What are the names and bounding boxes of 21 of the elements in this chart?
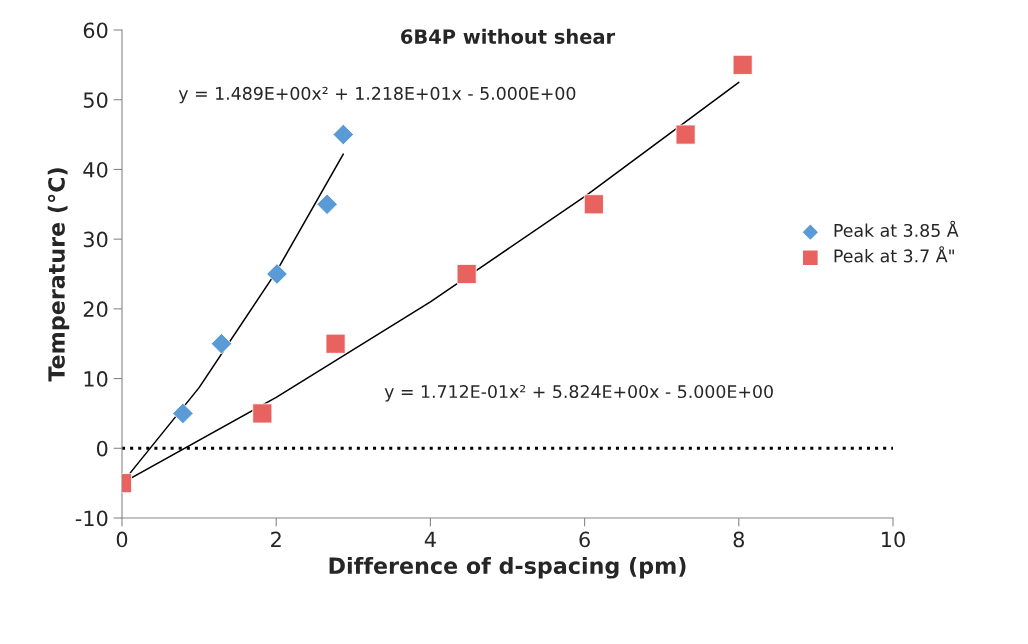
x-tick-label: 8 [733, 531, 744, 548]
x-tick-label: 10 [882, 531, 905, 548]
legend-label: Peak at 3.85 Å [834, 220, 959, 238]
y-axis-title: Temperature (°C) [47, 168, 70, 382]
x-tick-label: 2 [271, 531, 281, 548]
annotation: y = 1.712E-01x² + 5.824E+00x - 5.000E+00 [384, 384, 773, 402]
y-tick-label: 0 [96, 440, 108, 457]
y-tick-label: 30 [83, 231, 108, 248]
y-tick-label: 60 [83, 22, 108, 39]
chart-title: 6B4P without shear [401, 28, 616, 44]
legend-label: Peak at 3.7 Å" [834, 246, 954, 263]
y-tick-label: 20 [83, 301, 108, 318]
x-tick-label: 6 [579, 531, 590, 548]
x-tick-label: 0 [116, 531, 128, 548]
y-tick-label: 40 [83, 161, 108, 178]
y-tick-label: -10 [75, 510, 108, 527]
y-tick-label: 50 [83, 92, 108, 108]
annotation: y = 1.489E+00x² + 1.218E+01x - 5.000E+00 [178, 86, 576, 104]
x-tick-label: 4 [424, 531, 436, 548]
x-axis-title: Difference of d-spacing (pm) [329, 556, 686, 579]
y-tick-label: 10 [84, 371, 108, 387]
